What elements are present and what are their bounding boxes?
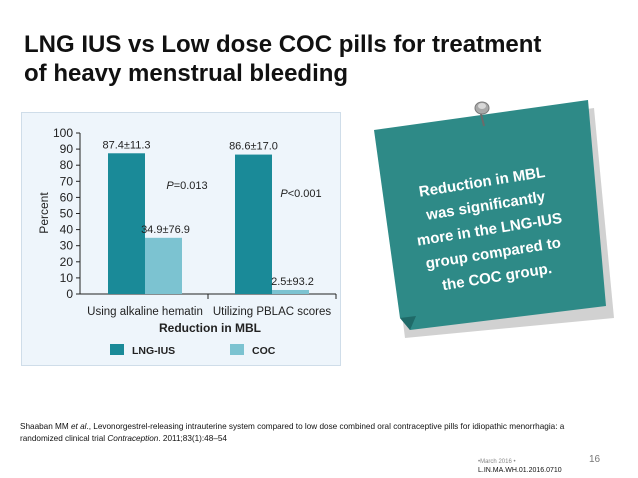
y-tick-label: 70 xyxy=(60,174,74,188)
legend-swatch xyxy=(230,344,244,355)
reference-authors: Shaaban MM xyxy=(20,422,71,431)
p-value-symbol: P xyxy=(280,188,288,200)
sticky-note-line: more in the LNG-IUS xyxy=(416,210,564,250)
y-tick-label: 90 xyxy=(60,142,74,156)
y-tick-label: 80 xyxy=(60,158,74,172)
bar-chart: 0 10 20 30 40 50 60 70 80 90 100 Percent 87.4±11.3 34… xyxy=(37,126,337,357)
reference-title: ., Levonorgestrel-releasing intrauterine… xyxy=(20,422,565,443)
slide-title-line-1: LNG IUS vs Low dose COC pills for treatm… xyxy=(24,31,542,58)
pushpin-highlight xyxy=(478,103,486,109)
reference-journal: Contraception xyxy=(107,434,159,443)
x-axis-title: Reduction in MBL xyxy=(159,321,261,335)
footer-date: •March 2016 • xyxy=(478,459,516,465)
p-value-label: P=0.013 xyxy=(166,180,207,192)
y-tick-label: 20 xyxy=(60,255,74,269)
page-number: 16 xyxy=(589,454,601,465)
pushpin-head xyxy=(474,101,490,115)
x-category-label: Using alkaline hematin xyxy=(87,306,203,318)
legend-label: COC xyxy=(252,345,276,357)
legend-swatch xyxy=(110,344,124,355)
bar-value-label: 2.5±93.2 xyxy=(271,276,314,288)
citation-reference: Shaaban MM et al., Levonorgestrel-releas… xyxy=(20,421,580,445)
bar-coc xyxy=(145,237,182,294)
bar-value-label: 34.9±76.9 xyxy=(141,224,190,236)
sticky-note-line: was significantly xyxy=(424,188,547,224)
p-value-label: P<0.001 xyxy=(280,188,321,200)
slide-title: LNG IUS vs Low dose COC pills for treatm… xyxy=(24,30,614,88)
bar-chart-panel: 0 10 20 30 40 50 60 70 80 90 100 Percent 87.4±11.3 34… xyxy=(21,112,341,366)
y-tick-label: 30 xyxy=(60,239,74,253)
reference-etal: et al xyxy=(70,422,87,431)
p-value-symbol: P xyxy=(166,180,174,192)
y-tick-label: 40 xyxy=(60,223,74,237)
y-tick-label: 50 xyxy=(60,207,74,221)
y-tick-label: 10 xyxy=(60,271,74,285)
p-value-number: =0.013 xyxy=(174,180,208,192)
sticky-note-line: group compared to xyxy=(424,234,562,272)
y-tick-label: 60 xyxy=(60,190,74,204)
footer-code: L.IN.MA.WH.01.2016.0710 xyxy=(478,467,562,474)
sticky-note-line: Reduction in MBL xyxy=(418,164,547,201)
sticky-note-fold xyxy=(400,316,416,330)
pushpin-needle xyxy=(479,109,485,127)
bar-value-label: 87.4±11.3 xyxy=(102,139,150,151)
reference-volume: . 2011;83(1):48–54 xyxy=(158,434,227,443)
sticky-note-body xyxy=(374,100,606,330)
y-axis-title: Percent xyxy=(37,192,51,234)
y-tick-label: 0 xyxy=(66,287,73,301)
bar-value-label: 86.6±17.0 xyxy=(229,141,278,153)
sticky-note-shadow xyxy=(380,108,614,338)
x-category-label: Utilizing PBLAC scores xyxy=(213,306,331,318)
slide-title-line-2: of heavy menstrual bleeding xyxy=(24,60,349,87)
bar-lng-ius xyxy=(235,154,272,294)
y-tick-label: 100 xyxy=(53,126,73,140)
sticky-note-line: the COC group. xyxy=(441,260,553,294)
bar-coc xyxy=(272,289,309,294)
p-value-number: <0.001 xyxy=(288,188,322,200)
bar-lng-ius xyxy=(108,153,145,294)
legend-label: LNG-IUS xyxy=(132,345,175,357)
